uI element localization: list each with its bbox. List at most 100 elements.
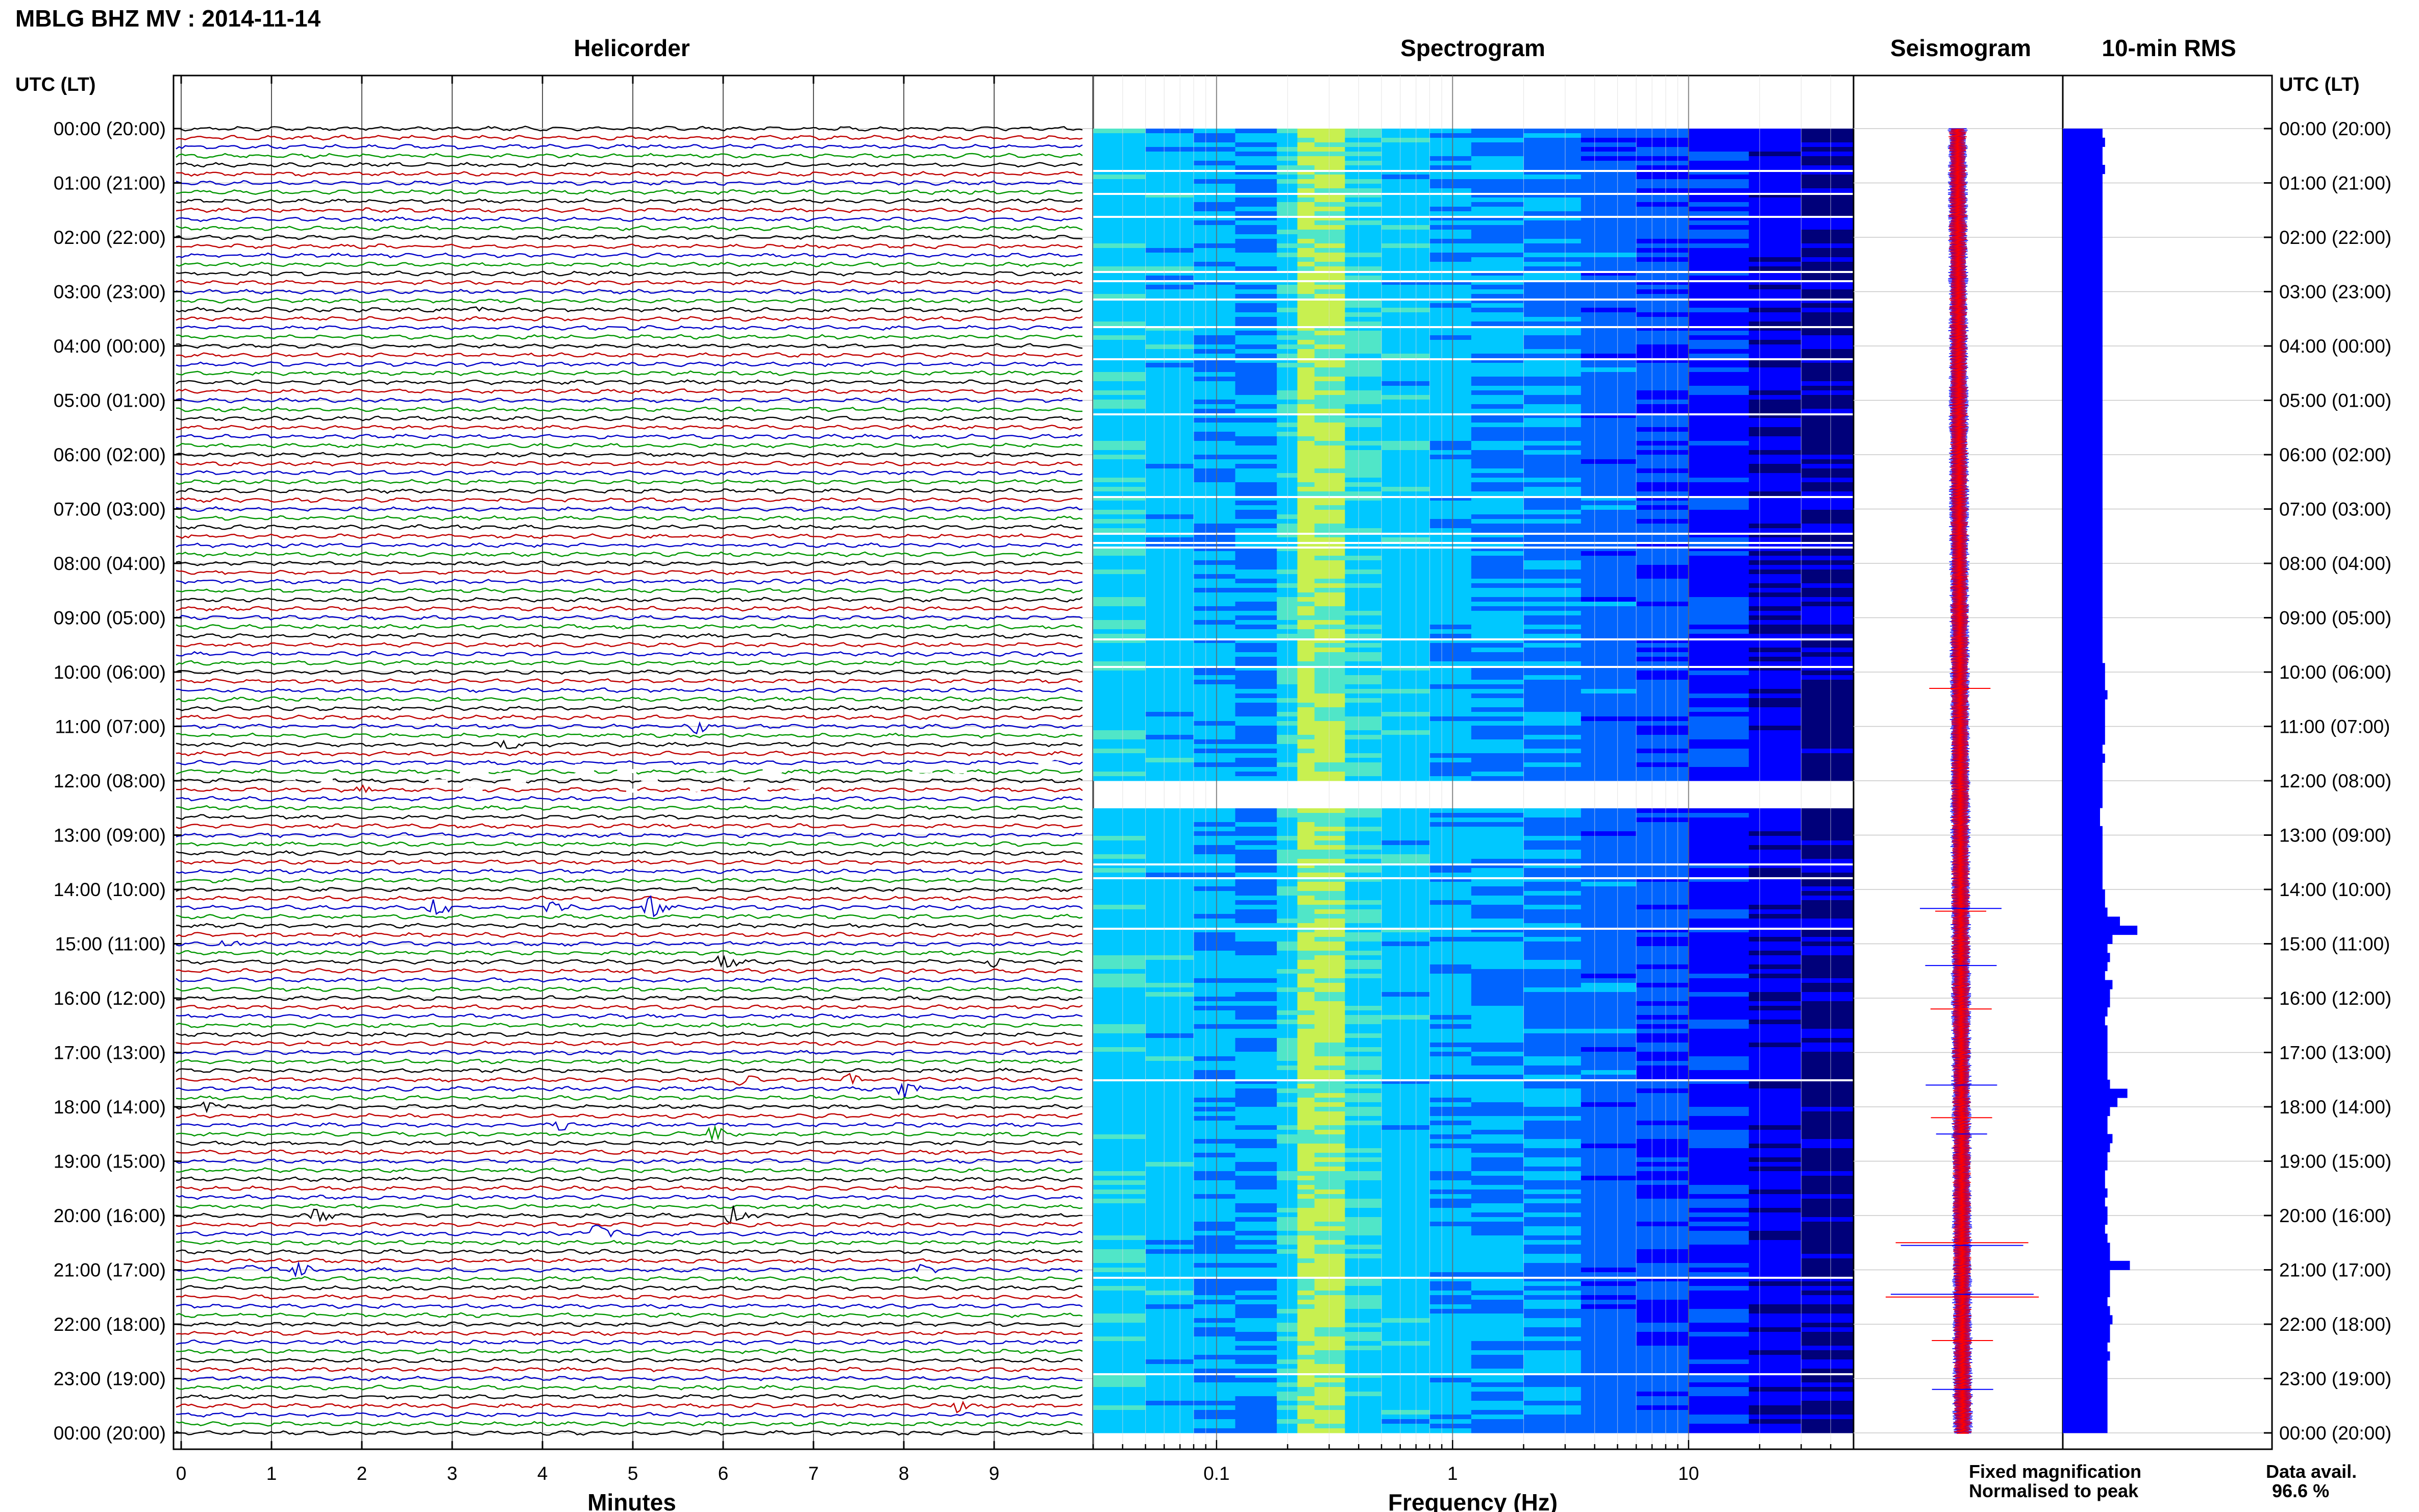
spectrogram-cell <box>1145 1245 1194 1250</box>
spectrogram-cell <box>1429 827 1472 832</box>
spectrogram-cell <box>1314 1286 1346 1291</box>
spectrogram-cell <box>1523 868 1582 873</box>
spectrogram-cell <box>1429 1043 1472 1048</box>
spectrogram-cell <box>1345 597 1382 602</box>
spectrogram-cell <box>1581 625 1637 630</box>
spectrogram-cell <box>1801 643 1854 648</box>
spectrogram-cell <box>1429 390 1472 395</box>
spectrogram-cell <box>1801 859 1854 864</box>
spectrogram-cell <box>1471 850 1524 855</box>
spectrogram-cell <box>1801 882 1854 887</box>
spectrogram-cell <box>1093 367 1146 373</box>
spectrogram-cell <box>1345 1245 1382 1250</box>
spectrogram-cell <box>1636 983 1689 988</box>
spectrogram-cell <box>1297 1410 1315 1415</box>
spectrogram-cell <box>1636 1249 1689 1254</box>
spectrogram-cell <box>1194 638 1236 643</box>
spectrogram-cell <box>1381 170 1430 175</box>
spectrogram-cell <box>1748 886 1802 891</box>
spectrogram-cell <box>1748 923 1802 928</box>
spectrogram-cell <box>1581 1134 1637 1139</box>
spectrogram-cell <box>1194 358 1236 363</box>
spectrogram-cell <box>1314 597 1346 602</box>
spectrogram-cell <box>1523 165 1582 170</box>
spectrogram-cell <box>1636 184 1689 189</box>
spectrogram-cell <box>1523 179 1582 184</box>
spectrogram-cell <box>1523 560 1582 565</box>
spectrogram-cell <box>1636 873 1689 878</box>
spectrogram-cell <box>1314 1070 1346 1075</box>
spectrogram-cell <box>1297 349 1315 354</box>
spectrogram-cell <box>1429 680 1472 685</box>
spectrogram-cell <box>1235 1038 1277 1043</box>
spectrogram-cell <box>1093 377 1146 382</box>
spectrogram-cell <box>1194 142 1236 147</box>
spectrogram-cell <box>1194 928 1236 933</box>
spectrogram-cell <box>1381 175 1430 180</box>
spectrogram-cell <box>1581 569 1637 575</box>
spectrogram-cell <box>1688 1419 1749 1424</box>
helicorder-trace-line <box>176 1348 1083 1354</box>
spectrogram-cell <box>1297 854 1315 859</box>
spectrogram-cell <box>1381 262 1430 267</box>
spectrogram-cell <box>1688 312 1749 317</box>
spectrogram-cell <box>1429 684 1472 689</box>
spectrogram-cell <box>1194 666 1236 671</box>
spectrogram-cell <box>1145 1079 1194 1084</box>
spectrogram-cell <box>1093 331 1146 336</box>
spectrogram-cell <box>1471 836 1524 841</box>
spectrogram-cell <box>1801 1309 1854 1314</box>
spectrogram-cell <box>1471 1056 1524 1061</box>
spectrogram-cell <box>1381 395 1430 400</box>
spectrogram-cell <box>1748 960 1802 965</box>
helicorder-trace-line <box>176 397 1083 404</box>
spectrogram-cell <box>1748 767 1802 772</box>
spectrogram-cell <box>1801 1093 1854 1098</box>
spectrogram-cell <box>1145 193 1194 198</box>
spectrogram-cell <box>1345 1401 1382 1406</box>
spectrogram-cell <box>1381 1424 1430 1429</box>
spectrogram-cell <box>1801 1001 1854 1006</box>
spectrogram-cell <box>1194 583 1236 588</box>
spectrogram-cell <box>1471 1355 1524 1360</box>
spectrogram-cell <box>1093 909 1146 914</box>
spectrogram-cell <box>1801 1350 1854 1355</box>
spectrogram-cell <box>1145 1180 1194 1185</box>
spectrogram-cell <box>1801 280 1854 285</box>
spectrogram-cell <box>1093 248 1146 253</box>
spectrogram-cell <box>1523 354 1582 359</box>
spectrogram-cell <box>1748 1392 1802 1397</box>
spectrogram-cell <box>1194 1093 1236 1098</box>
spectrogram-cell <box>1381 427 1430 432</box>
spectrogram-cell <box>1688 358 1749 363</box>
spectrogram-cell <box>1581 1107 1637 1112</box>
spectrogram-cell <box>1688 501 1749 506</box>
spectrogram-cell <box>1581 1043 1637 1048</box>
helicorder-gap <box>1038 761 1059 765</box>
spectrogram-cell <box>1345 592 1382 598</box>
spectrogram-cell <box>1297 243 1315 249</box>
spectrogram-cell <box>1093 1111 1146 1117</box>
spectrogram-cell <box>1636 721 1689 726</box>
spectrogram-cell <box>1748 1286 1802 1291</box>
spectrogram-cell <box>1297 666 1315 671</box>
spectrogram-cell <box>1345 1415 1382 1420</box>
spectrogram-cell <box>1381 1167 1430 1172</box>
spectrogram-cell <box>1314 1401 1346 1406</box>
spectrogram-cell <box>1381 285 1430 290</box>
spectrogram-cell <box>1429 225 1472 230</box>
spectrogram-cell <box>1381 1212 1430 1218</box>
spectrogram-cell <box>1093 1364 1146 1369</box>
spectrogram-cell <box>1381 1084 1430 1089</box>
spectrogram-cell <box>1581 932 1637 937</box>
spectrogram-cell <box>1523 220 1582 226</box>
spectrogram-cell <box>1297 625 1315 630</box>
spectrogram-cell <box>1748 1217 1802 1222</box>
helicorder-gap <box>722 772 737 777</box>
spectrogram-cell <box>1235 372 1277 377</box>
spectrogram-cell <box>1093 1015 1146 1020</box>
spectrogram-cell <box>1297 1309 1315 1314</box>
spectrogram-cell <box>1748 620 1802 625</box>
spectrogram-cell <box>1471 863 1524 869</box>
spectrogram-cell <box>1093 744 1146 749</box>
